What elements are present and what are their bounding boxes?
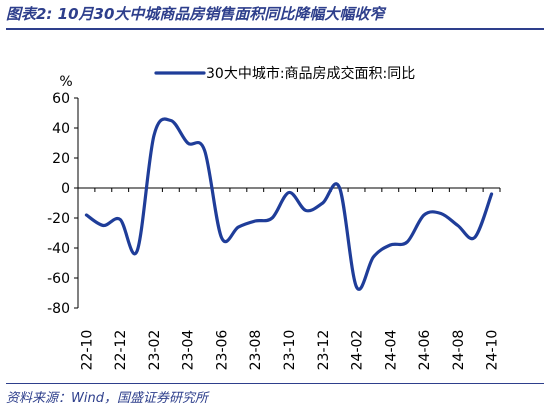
data-point xyxy=(372,255,375,259)
x-tick-label: 24-02 xyxy=(350,330,366,371)
data-point xyxy=(473,236,476,239)
data-point xyxy=(405,240,409,244)
data-point xyxy=(169,119,173,122)
y-tick-label: 20 xyxy=(52,151,70,167)
y-tick-label: 0 xyxy=(61,181,70,197)
data-point xyxy=(152,134,156,137)
y-axis-unit: % xyxy=(59,74,72,90)
x-tick-label: 23-12 xyxy=(316,330,332,371)
data-point xyxy=(119,218,122,221)
x-tick-label: 23-04 xyxy=(181,330,197,371)
x-tick-label: 23-10 xyxy=(282,330,298,371)
data-point xyxy=(287,191,291,194)
data-point xyxy=(102,224,105,227)
chart-title: 图表2: 10月30大中城商品房销售面积同比降幅大幅收窄 xyxy=(6,5,385,23)
y-tick-label: 60 xyxy=(52,91,70,107)
data-point xyxy=(220,236,223,239)
x-tick-label: 24-04 xyxy=(383,330,399,371)
data-point xyxy=(254,219,257,223)
data-point xyxy=(237,225,240,229)
data-point xyxy=(355,285,358,289)
x-tick-label: 24-08 xyxy=(451,330,467,371)
source-divider xyxy=(6,383,544,384)
data-point xyxy=(338,186,341,190)
data-point xyxy=(186,141,189,145)
x-tick-label: 23-06 xyxy=(214,330,230,371)
data-point xyxy=(135,249,139,253)
data-point xyxy=(203,149,206,152)
y-tick-label: -20 xyxy=(47,211,70,227)
legend-label: 30大中城市:商品房成交面积:同比 xyxy=(206,65,415,82)
chart: 30大中城市:商品房成交面积:同比 % 6040200-20-40-60-80 … xyxy=(47,65,501,371)
series-line xyxy=(84,117,494,291)
x-tick-label: 23-02 xyxy=(147,330,163,371)
x-tick-label: 24-10 xyxy=(485,330,501,371)
x-tick-label: 24-06 xyxy=(417,330,433,371)
x-tick-label: 23-08 xyxy=(248,330,264,371)
y-tick-label: -80 xyxy=(47,301,70,317)
y-tick-label: -40 xyxy=(47,241,70,257)
title-divider xyxy=(6,28,544,30)
data-point xyxy=(270,216,274,220)
data-point xyxy=(456,224,459,227)
x-tick-label: 22-10 xyxy=(79,330,95,371)
data-point xyxy=(304,209,308,212)
legend: 30大中城市:商品房成交面积:同比 xyxy=(154,65,415,82)
data-point xyxy=(439,212,443,215)
y-axis: 60 40 20 0 -20 -40 -60 -80 xyxy=(47,91,79,317)
x-axis: 22-10 22-12 23-02 23-04 23-06 23-08 23-10 23-12… xyxy=(77,187,501,371)
data-point xyxy=(422,213,426,217)
y-tick-label: 40 xyxy=(52,121,70,137)
data-point xyxy=(85,213,88,217)
data-point xyxy=(321,201,324,205)
series-layer xyxy=(84,117,494,291)
data-point xyxy=(389,243,392,247)
x-tick-label: 22-12 xyxy=(113,330,129,371)
data-point xyxy=(490,192,493,196)
y-tick-label: -60 xyxy=(47,271,70,287)
source-note: 资料来源：Wind，国盛证券研究所 xyxy=(6,391,208,406)
